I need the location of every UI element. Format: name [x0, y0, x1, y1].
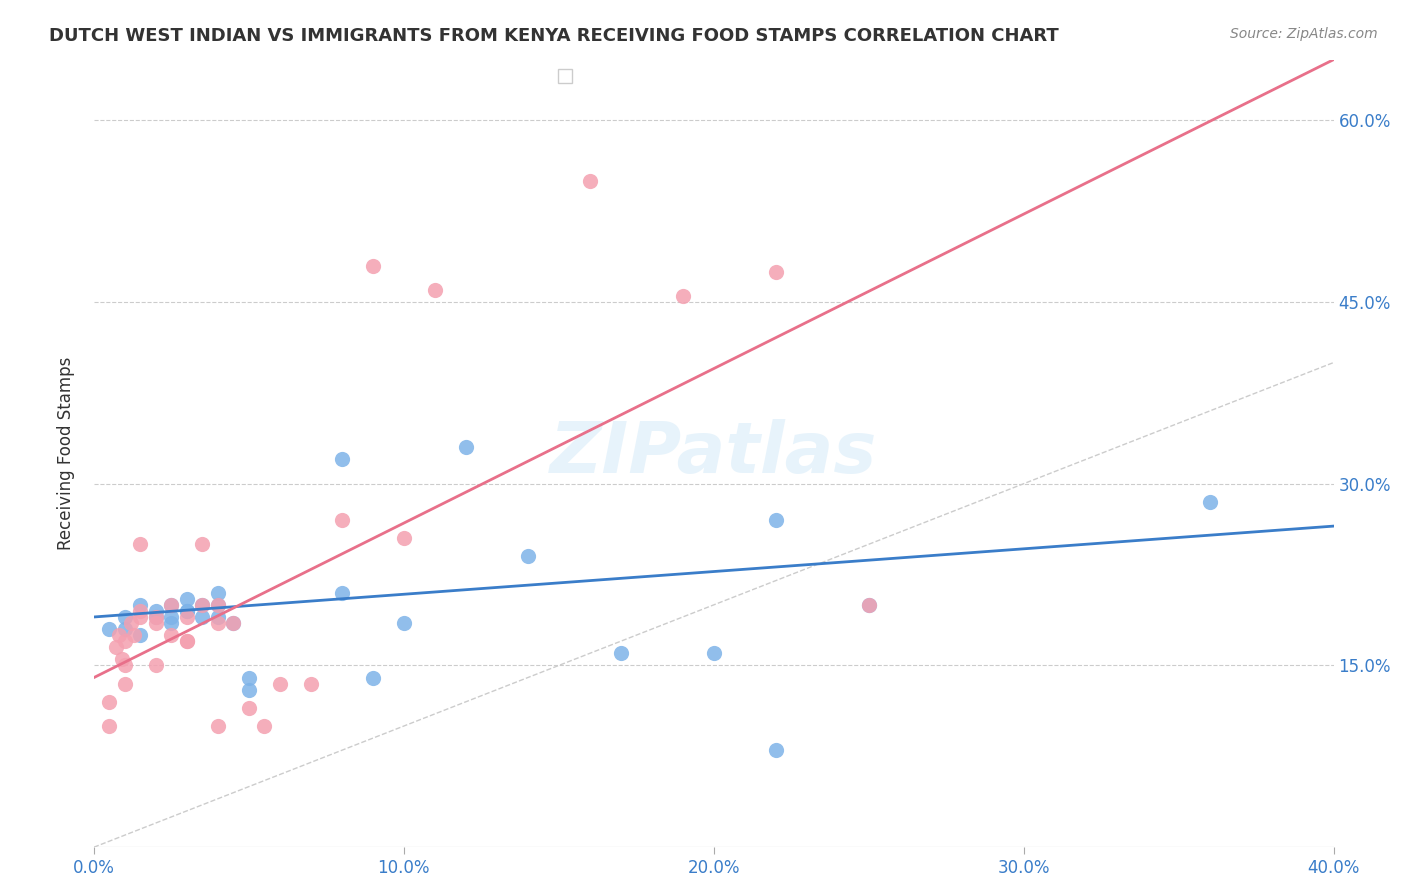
Point — [114, 610, 136, 624]
Point — [765, 265, 787, 279]
Point — [98, 622, 121, 636]
Point — [330, 586, 353, 600]
Point — [176, 604, 198, 618]
Point — [160, 628, 183, 642]
Point — [191, 598, 214, 612]
Point — [111, 652, 134, 666]
Point — [238, 701, 260, 715]
Point — [299, 676, 322, 690]
Point — [207, 598, 229, 612]
Y-axis label: Receiving Food Stamps: Receiving Food Stamps — [58, 357, 75, 550]
Point — [858, 598, 880, 612]
Point — [765, 513, 787, 527]
Point — [191, 537, 214, 551]
Point — [191, 610, 214, 624]
Point — [129, 537, 152, 551]
Point — [454, 441, 477, 455]
Point — [330, 513, 353, 527]
Point — [145, 615, 167, 630]
Point — [145, 658, 167, 673]
Point — [114, 676, 136, 690]
Text: DUTCH WEST INDIAN VS IMMIGRANTS FROM KENYA RECEIVING FOOD STAMPS CORRELATION CHA: DUTCH WEST INDIAN VS IMMIGRANTS FROM KEN… — [49, 27, 1059, 45]
Point — [207, 598, 229, 612]
Point — [207, 719, 229, 733]
Point — [858, 598, 880, 612]
Point — [145, 604, 167, 618]
Point — [765, 743, 787, 757]
Point — [176, 634, 198, 648]
Text: ZIPatlas: ZIPatlas — [550, 419, 877, 488]
Point — [129, 598, 152, 612]
Point — [361, 259, 384, 273]
Point — [114, 634, 136, 648]
Point — [120, 615, 142, 630]
Text: Source: ZipAtlas.com: Source: ZipAtlas.com — [1230, 27, 1378, 41]
Legend:  — [558, 69, 572, 83]
Point — [114, 622, 136, 636]
Point — [207, 610, 229, 624]
Point — [392, 531, 415, 545]
Point — [122, 628, 145, 642]
Point — [222, 615, 245, 630]
Point — [222, 615, 245, 630]
Point — [238, 671, 260, 685]
Point — [160, 598, 183, 612]
Point — [160, 615, 183, 630]
Point — [191, 598, 214, 612]
Point — [107, 628, 129, 642]
Point — [516, 549, 538, 564]
Point — [1198, 495, 1220, 509]
Point — [672, 289, 695, 303]
Point — [176, 591, 198, 606]
Point — [104, 640, 127, 655]
Point — [129, 610, 152, 624]
Point — [176, 610, 198, 624]
Point — [98, 695, 121, 709]
Point — [114, 658, 136, 673]
Point — [269, 676, 291, 690]
Point — [176, 634, 198, 648]
Point — [129, 628, 152, 642]
Point — [207, 586, 229, 600]
Point — [330, 452, 353, 467]
Point — [423, 283, 446, 297]
Point — [176, 604, 198, 618]
Point — [253, 719, 276, 733]
Point — [578, 174, 600, 188]
Point — [145, 610, 167, 624]
Point — [160, 610, 183, 624]
Point — [129, 604, 152, 618]
Point — [361, 671, 384, 685]
Point — [703, 646, 725, 660]
Point — [145, 610, 167, 624]
Point — [392, 615, 415, 630]
Point — [98, 719, 121, 733]
Point — [160, 598, 183, 612]
Point — [207, 615, 229, 630]
Point — [238, 682, 260, 697]
Point — [610, 646, 633, 660]
